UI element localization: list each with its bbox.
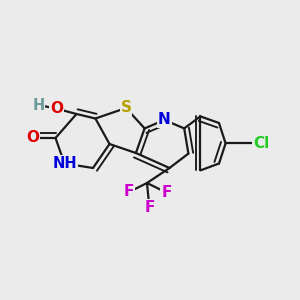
Text: S: S (121, 100, 131, 116)
Text: Cl: Cl (253, 136, 269, 151)
Text: O: O (26, 130, 39, 146)
Text: F: F (161, 185, 172, 200)
Text: N: N (158, 112, 171, 128)
Text: O: O (50, 101, 63, 116)
Text: H: H (32, 98, 44, 112)
Text: F: F (144, 200, 154, 215)
Text: F: F (124, 184, 134, 200)
Text: NH: NH (52, 156, 77, 171)
